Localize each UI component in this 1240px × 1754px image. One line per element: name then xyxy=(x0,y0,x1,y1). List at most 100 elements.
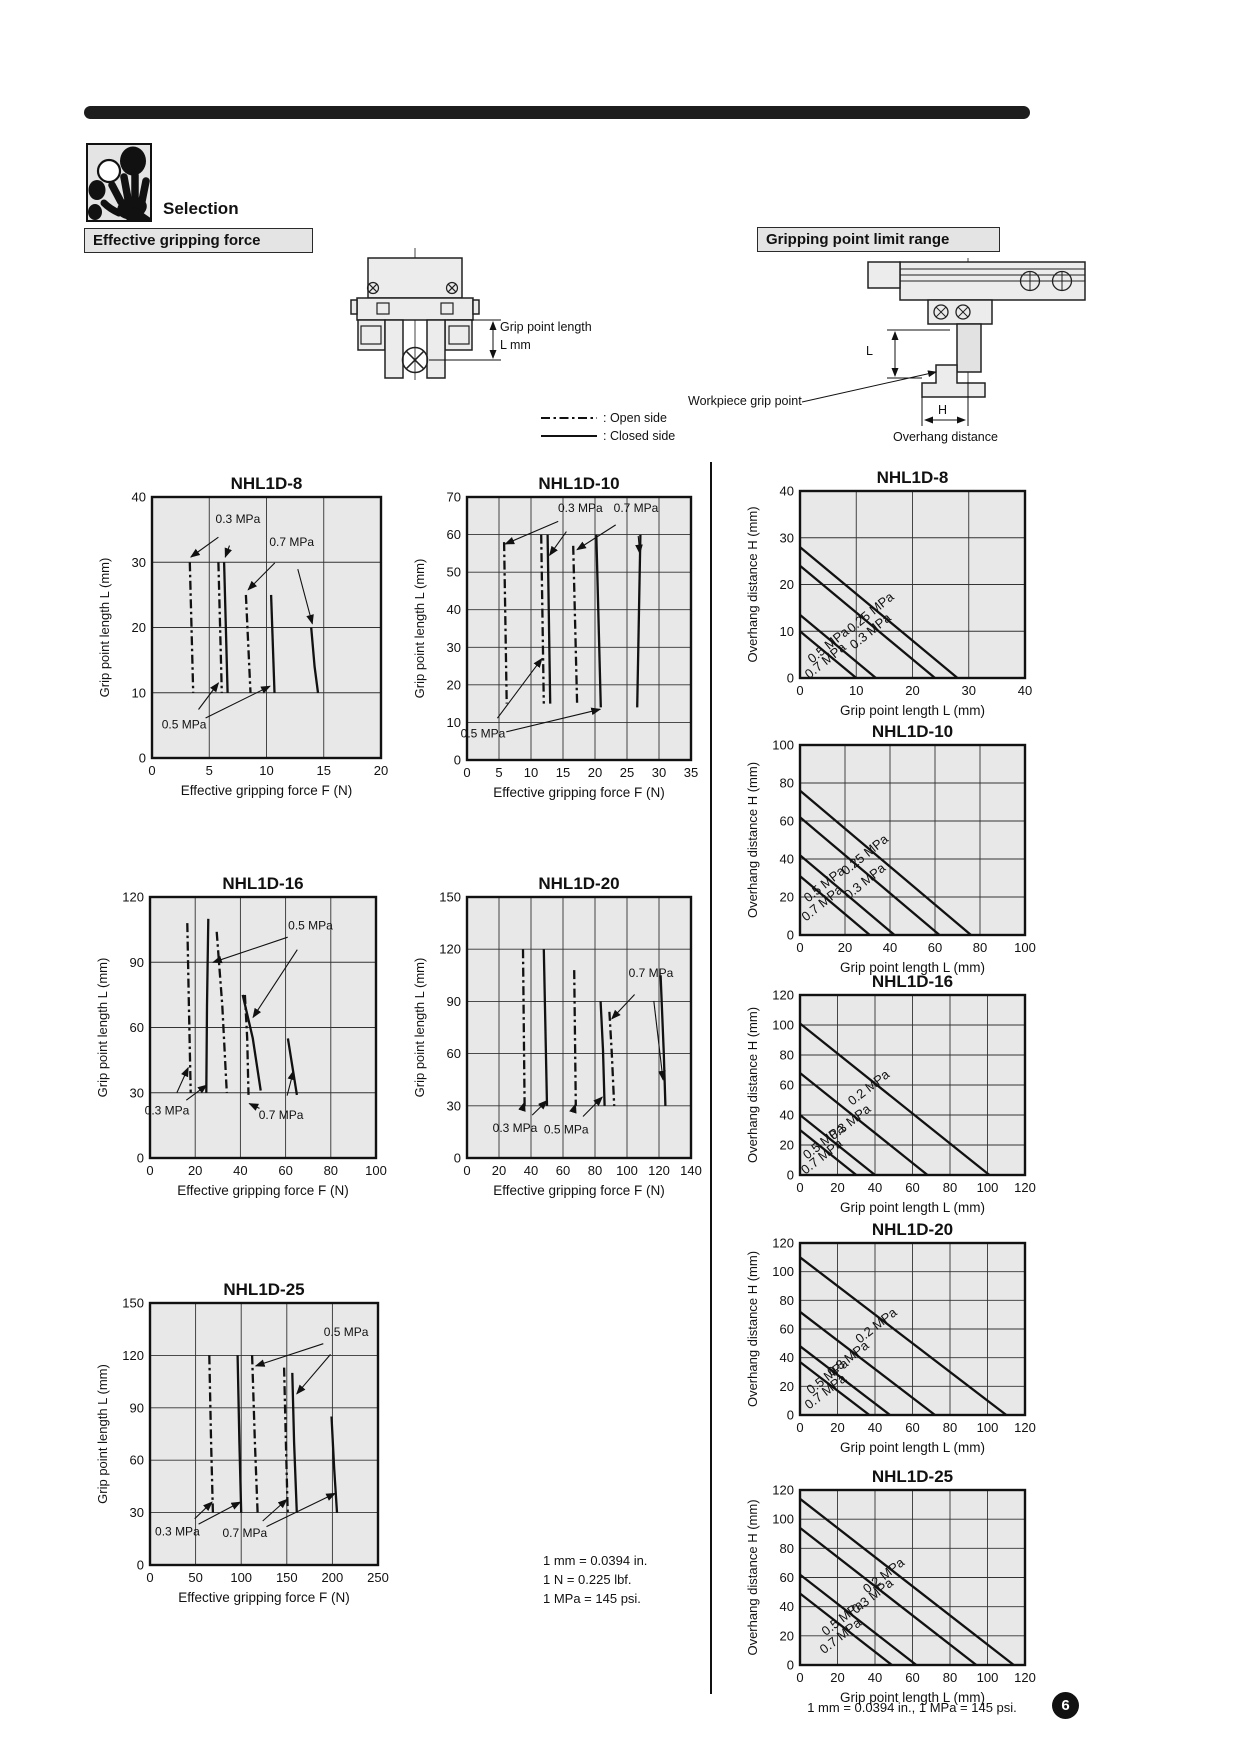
x-axis-title: Effective gripping force F (N) xyxy=(181,783,353,798)
svg-text:100: 100 xyxy=(977,1420,999,1435)
column-divider xyxy=(710,462,712,1694)
svg-text:30: 30 xyxy=(652,765,666,780)
svg-text:10: 10 xyxy=(132,685,146,700)
svg-text:20: 20 xyxy=(492,1163,506,1178)
chart-force-nhl1d-25: NHL1D-25 0 30 60 90 120 150 0 50 100 150 200 250 Grip… xyxy=(92,1277,390,1613)
pressure-label: 0.5 MPa xyxy=(288,919,333,933)
series-line xyxy=(799,630,858,679)
svg-text:90: 90 xyxy=(130,1400,144,1415)
svg-text:20: 20 xyxy=(588,765,602,780)
svg-text:60: 60 xyxy=(278,1163,292,1178)
series-line xyxy=(595,534,602,708)
svg-text:10: 10 xyxy=(849,683,863,698)
closed-side-line-sample-icon xyxy=(541,435,597,437)
series-line xyxy=(282,1367,289,1513)
chart-limit-nhl1d-8: NHL1D-8 0 10 20 30 40 0 10 20 30 40 Overhang distan… xyxy=(742,465,1037,726)
series-line xyxy=(799,854,896,936)
svg-text:90: 90 xyxy=(447,994,461,1009)
svg-text:20: 20 xyxy=(830,1180,844,1195)
svg-text:60: 60 xyxy=(905,1420,919,1435)
svg-text:120: 120 xyxy=(648,1163,670,1178)
chart-svg: NHL1D-10 0 20 40 60 80 100 0 20 40 60 80 100 Overhang… xyxy=(745,722,1036,975)
svg-text:60: 60 xyxy=(780,1570,794,1585)
svg-text:90: 90 xyxy=(130,955,144,970)
y-axis-title: Overhang distance H (mm) xyxy=(745,1499,760,1655)
workpiece-grip-point-label: Workpiece grip point xyxy=(688,394,802,408)
y-axis-title: Grip point length L (mm) xyxy=(95,958,110,1098)
svg-text:40: 40 xyxy=(868,1670,882,1685)
x-axis-title: Effective gripping force F (N) xyxy=(178,1590,350,1605)
svg-text:80: 80 xyxy=(780,1048,794,1063)
svg-text:40: 40 xyxy=(780,1108,794,1123)
y-axis-title: Overhang distance H (mm) xyxy=(745,506,760,662)
svg-text:40: 40 xyxy=(780,1599,794,1614)
series-line xyxy=(799,1114,876,1176)
series-line xyxy=(799,1022,991,1176)
svg-text:0: 0 xyxy=(787,928,794,943)
chart-title: NHL1D-8 xyxy=(877,468,949,487)
svg-text:5: 5 xyxy=(495,765,502,780)
x-axis-title: Grip point length L (mm) xyxy=(840,960,985,975)
series-line xyxy=(799,1310,936,1416)
chart-svg: NHL1D-8 0 10 20 30 40 0 5 10 15 20 Grip point lengt… xyxy=(97,474,388,798)
svg-text:60: 60 xyxy=(130,1453,144,1468)
chart-svg: NHL1D-10 0 10 20 30 40 50 60 70 0 5 10 15 20 25 30 35 Gri… xyxy=(412,474,698,800)
x-axis-title: Grip point length L (mm) xyxy=(840,703,985,718)
svg-text:60: 60 xyxy=(928,940,942,955)
svg-text:80: 80 xyxy=(973,940,987,955)
svg-text:10: 10 xyxy=(524,765,538,780)
svg-text:150: 150 xyxy=(276,1570,298,1585)
svg-text:0: 0 xyxy=(787,1408,794,1423)
chart-limit-nhl1d-20: NHL1D-20 0 20 40 60 80 100 120 0 20 40 60 80 100 120 Ov… xyxy=(742,1217,1037,1463)
pressure-label: 0.7 MPa xyxy=(259,1108,304,1122)
series-line xyxy=(799,1497,1015,1666)
chart-title: NHL1D-20 xyxy=(538,874,619,893)
svg-text:25: 25 xyxy=(620,765,634,780)
series-line xyxy=(599,1001,606,1106)
svg-text:50: 50 xyxy=(188,1570,202,1585)
svg-text:60: 60 xyxy=(130,1020,144,1035)
svg-text:80: 80 xyxy=(588,1163,602,1178)
series-line xyxy=(799,1072,929,1176)
svg-text:40: 40 xyxy=(1018,683,1032,698)
svg-text:80: 80 xyxy=(943,1670,957,1685)
chart-title: NHL1D-10 xyxy=(872,722,953,741)
svg-text:60: 60 xyxy=(447,1046,461,1061)
svg-text:80: 80 xyxy=(780,1541,794,1556)
svg-text:0: 0 xyxy=(463,765,470,780)
chart-force-nhl1d-20: NHL1D-20 0 30 60 90 120 150 0 20 40 60 80 100 120 140 G… xyxy=(409,871,703,1206)
y-axis-title: Overhang distance H (mm) xyxy=(745,1007,760,1163)
svg-text:0: 0 xyxy=(137,1558,144,1573)
pressure-label: 0.3 MPa xyxy=(155,1524,200,1538)
series-line xyxy=(573,970,577,1106)
svg-text:20: 20 xyxy=(780,1379,794,1394)
grip-point-length-label: Grip point length xyxy=(500,320,592,334)
legend-closed-side: : Closed side xyxy=(540,427,675,445)
h-dimension-label: H xyxy=(938,403,948,417)
y-axis-title: Overhang distance H (mm) xyxy=(745,1251,760,1407)
series-line xyxy=(799,875,871,936)
bottom-unit-note: 1 mm = 0.0394 in., 1 MPa = 145 psi. xyxy=(807,1700,1017,1715)
svg-text:70: 70 xyxy=(447,490,461,505)
pressure-label: 0.3 MPa xyxy=(493,1121,538,1135)
series-line xyxy=(217,562,223,693)
chart-title: NHL1D-8 xyxy=(231,474,303,493)
note-line: 1 MPa = 145 psi. xyxy=(543,1591,641,1606)
svg-text:0: 0 xyxy=(148,763,155,778)
svg-text:20: 20 xyxy=(447,677,461,692)
section-title-text: Effective gripping force xyxy=(93,232,261,249)
svg-text:20: 20 xyxy=(780,577,794,592)
svg-text:150: 150 xyxy=(439,890,461,905)
chart-title: NHL1D-25 xyxy=(872,1467,953,1486)
svg-text:100: 100 xyxy=(977,1670,999,1685)
selection-heading: Selection xyxy=(163,199,239,218)
chart-title: NHL1D-16 xyxy=(222,874,303,893)
x-axis-title: Grip point length L (mm) xyxy=(840,1440,985,1455)
x-axis-title: Effective gripping force F (N) xyxy=(177,1183,349,1198)
svg-text:100: 100 xyxy=(772,1018,794,1033)
svg-text:50: 50 xyxy=(447,565,461,580)
svg-text:5: 5 xyxy=(206,763,213,778)
svg-text:15: 15 xyxy=(317,763,331,778)
grip-point-length-unit-label: L mm xyxy=(500,338,531,352)
